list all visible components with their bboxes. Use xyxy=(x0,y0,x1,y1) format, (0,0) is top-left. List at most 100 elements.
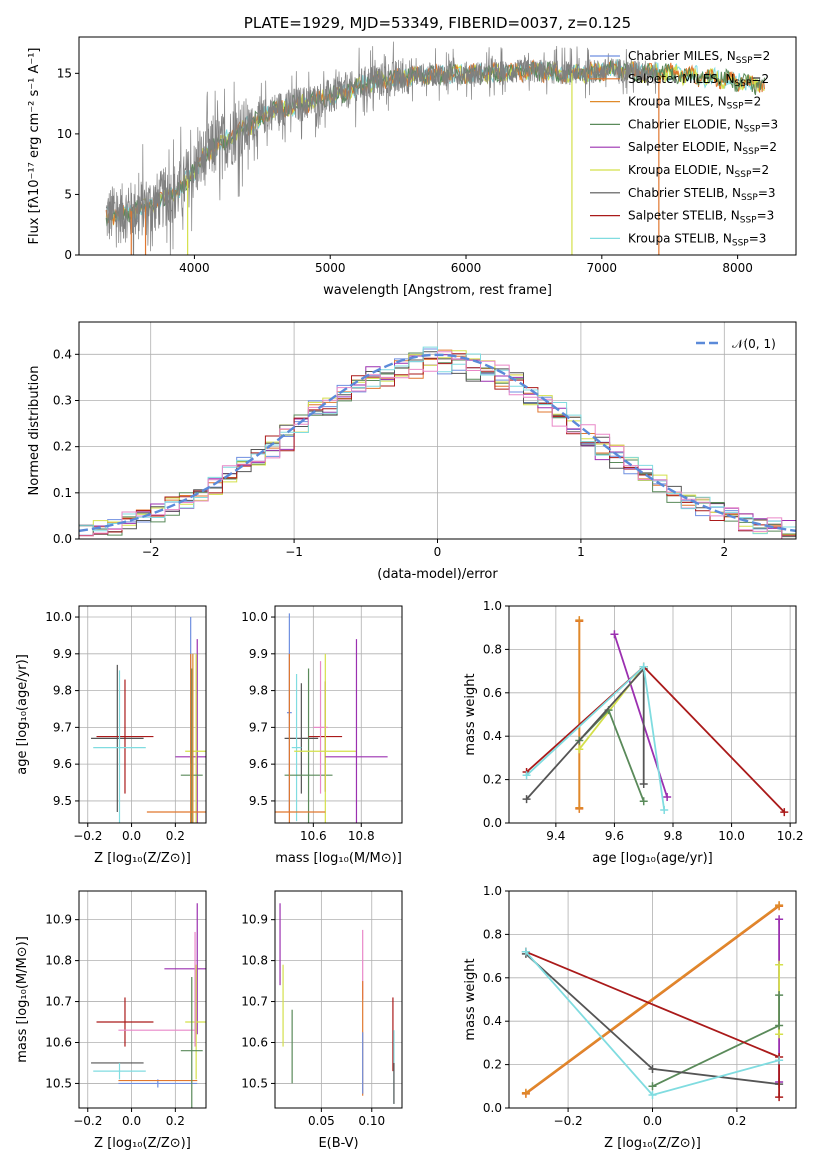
legend-suffix: =2 xyxy=(753,49,771,63)
mass-weight-marker xyxy=(775,1030,784,1039)
legend-suffix: =3 xyxy=(760,117,778,131)
legend-subscript: SSP xyxy=(740,216,757,226)
x-tick-label: 8000 xyxy=(722,261,753,275)
legend-text: Salpeter ELODIE, N xyxy=(628,140,742,154)
y-tick-label: 9.9 xyxy=(53,647,72,661)
x-tick-label: 0.2 xyxy=(166,1114,185,1128)
y-tick-label: 0.3 xyxy=(53,393,72,407)
y-tick-label: 0.8 xyxy=(483,642,502,656)
legend-suffix: =2 xyxy=(751,72,769,86)
mass-weight-marker xyxy=(775,901,784,910)
y-tick-label: 10.7 xyxy=(45,995,72,1009)
x-tick-label: 6000 xyxy=(451,261,482,275)
mass-weight-marker xyxy=(775,1056,784,1065)
legend-subscript: SSP xyxy=(727,102,744,112)
y-tick-label: 9.5 xyxy=(249,794,268,808)
x-axis-label: mass [log₁₀(M/M⊙)] xyxy=(275,851,402,866)
x-tick-label: 10.8 xyxy=(348,829,375,843)
mass-weight-marker xyxy=(521,1088,530,1097)
mass-weight-lines xyxy=(521,901,784,1102)
y-axis-label: mass weight xyxy=(463,958,478,1040)
mass-weight-marker xyxy=(648,1064,657,1073)
mass-weight-lines xyxy=(522,616,789,817)
y-tick-label: 10.6 xyxy=(241,1035,268,1049)
x-tick-label: 9.4 xyxy=(546,829,565,843)
y-tick-label: 10.0 xyxy=(45,610,72,624)
axes-frame xyxy=(78,36,797,256)
mass-weight-marker xyxy=(663,792,672,801)
legend-text: Kroupa MILES, N xyxy=(628,95,727,109)
mass-weight-marker xyxy=(660,805,669,814)
axes-frame xyxy=(78,321,797,540)
x-tick-label: 0.05 xyxy=(308,1114,335,1128)
x-tick-label: 1 xyxy=(577,545,585,559)
axes-frame xyxy=(78,890,207,1109)
legend-suffix: =2 xyxy=(751,163,769,177)
legend-text: Chabrier MILES, N xyxy=(628,49,736,63)
x-axis-label: Z [log₁₀(Z/Z⊙)] xyxy=(94,851,191,866)
y-tick-label: 10.9 xyxy=(241,913,268,927)
x-tick-label: 2 xyxy=(720,545,728,559)
spectrum-lines xyxy=(105,41,765,255)
x-axis-label: wavelength [Angstrom, rest frame] xyxy=(323,283,552,298)
legend-text: Chabrier STELIB, N xyxy=(628,186,741,200)
legend-suffix: =2 xyxy=(759,140,777,154)
x-tick-label: 0.2 xyxy=(166,829,185,843)
mass-weight-marker xyxy=(639,662,648,671)
x-tick-label: 0.0 xyxy=(122,1114,141,1128)
legend-entry: Chabrier STELIB, NSSP=3 xyxy=(628,186,776,203)
legend-entry: Kroupa STELIB, NSSP=3 xyxy=(628,231,766,248)
legend-text: Chabrier ELODIE, N xyxy=(628,117,744,131)
x-tick-label: −0.2 xyxy=(73,1114,102,1128)
x-tick-label: 0.0 xyxy=(643,1114,662,1128)
x-axis-label: E(B-V) xyxy=(318,1136,358,1151)
histograms xyxy=(79,346,796,539)
mass-weight-marker xyxy=(775,915,784,924)
mass-weight-marker xyxy=(775,991,784,1000)
mass-weight-marker xyxy=(775,1093,784,1102)
y-tick-label: 10.6 xyxy=(45,1035,72,1049)
y-axis-label: age [log₁₀(age/yr)] xyxy=(15,654,30,775)
error-bars xyxy=(275,613,388,823)
x-tick-label: 7000 xyxy=(587,261,618,275)
legend-entry: Salpeter STELIB, NSSP=3 xyxy=(628,209,774,226)
normal-curve xyxy=(79,353,796,533)
y-tick-label: 10.5 xyxy=(45,1076,72,1090)
y-tick-label: 10.0 xyxy=(241,610,268,624)
mass-weight-marker xyxy=(648,1090,657,1099)
error-bars xyxy=(91,617,206,823)
x-tick-label: 0.10 xyxy=(358,1114,385,1128)
mass-weight-marker xyxy=(522,771,531,780)
y-tick-label: 0.6 xyxy=(483,686,502,700)
x-tick-label: 5000 xyxy=(315,261,346,275)
legend-suffix: =2 xyxy=(744,95,762,109)
x-tick-label: 0.0 xyxy=(122,829,141,843)
y-tick-label: 0.2 xyxy=(483,773,502,787)
mass-weight-marker xyxy=(775,960,784,969)
y-tick-label: 0.2 xyxy=(483,1058,502,1072)
x-axis-label: Z [log₁₀(Z/Z⊙)] xyxy=(604,1136,701,1151)
x-tick-label: 4000 xyxy=(179,261,210,275)
y-tick-label: 9.9 xyxy=(249,647,268,661)
y-tick-label: 0.2 xyxy=(53,440,72,454)
x-tick-label: −2 xyxy=(142,545,160,559)
y-tick-label: 1.0 xyxy=(483,884,502,898)
y-tick-label: 10.8 xyxy=(45,954,72,968)
y-tick-label: 10.5 xyxy=(241,1076,268,1090)
mass-weight-marker xyxy=(522,795,531,804)
mass-weight-marker xyxy=(648,1082,657,1091)
mass-weight-line xyxy=(525,904,780,1094)
legend-entry: Kroupa ELODIE, NSSP=2 xyxy=(628,163,769,180)
y-tick-label: 9.5 xyxy=(53,794,72,808)
x-tick-label: 0 xyxy=(434,545,442,559)
y-tick-label: 1.0 xyxy=(483,599,502,613)
x-tick-label: −1 xyxy=(285,545,303,559)
y-axis-label: mass weight xyxy=(463,673,478,755)
mass-weight-marker xyxy=(575,616,584,625)
legend-entry: Chabrier ELODIE, NSSP=3 xyxy=(628,117,778,134)
legend-subscript: SSP xyxy=(735,170,752,180)
axes-frame xyxy=(274,890,403,1109)
x-axis-label: Z [log₁₀(Z/Z⊙)] xyxy=(94,1136,191,1151)
legend-text: Salpeter STELIB, N xyxy=(628,209,740,223)
legend-subscript: SSP xyxy=(742,147,759,157)
